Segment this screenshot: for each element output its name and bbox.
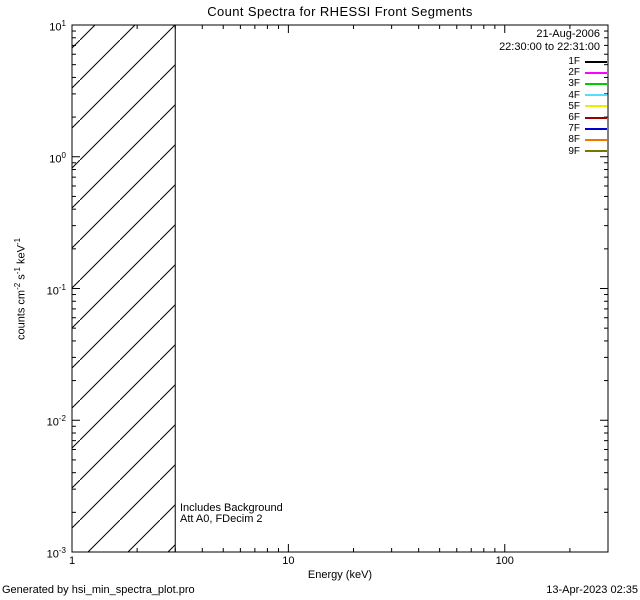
footer-timestamp: 13-Apr-2023 02:35 <box>546 584 638 596</box>
legend-entry-label: 2F <box>568 67 580 79</box>
hatched-region <box>72 25 176 552</box>
x-axis-label: Energy (keV) <box>307 569 373 581</box>
legend-entry-label: 3F <box>568 78 580 90</box>
legend-entry-label: 7F <box>568 123 580 135</box>
legend-entry-label: 9F <box>568 145 580 157</box>
plot-title: Count Spectra for RHESSI Front Segments <box>207 4 473 19</box>
x-tick-label: 1 <box>68 555 76 567</box>
legend-color-line <box>585 94 607 97</box>
legend-color-line <box>585 82 607 85</box>
legend-color-line <box>585 71 607 74</box>
legend-entry-9F: 9F <box>568 146 607 157</box>
legend-entry-5F: 5F <box>568 101 607 112</box>
legend-entry-8F: 8F <box>568 134 607 145</box>
x-tick-label: 100 <box>495 555 514 567</box>
legend-entry-4F: 4F <box>568 90 607 101</box>
y-tick-label: 100 <box>49 150 66 166</box>
legend: 1F 2F 3F 4F 5F 6F 7F 8F 9F <box>568 56 607 157</box>
y-tick-label: 10-1 <box>46 282 66 298</box>
y-tick-label: 10-3 <box>46 546 66 561</box>
legend-entry-label: 5F <box>568 100 580 112</box>
legend-entry-2F: 2F <box>568 67 607 78</box>
legend-color-line <box>585 116 607 119</box>
annotation-attenuator-state: Att A0, FDecim 2 <box>180 513 263 525</box>
legend-entry-3F: 3F <box>568 78 607 89</box>
legend-color-line <box>585 150 607 153</box>
legend-entry-1F: 1F <box>568 56 607 67</box>
legend-date: 21-Aug-2006 <box>536 28 600 40</box>
legend-entry-label: 1F <box>568 56 580 68</box>
legend-entry-label: 6F <box>568 112 580 124</box>
footer-generated-by: Generated by hsi_min_spectra_plot.pro <box>2 584 195 596</box>
legend-entry-6F: 6F <box>568 112 607 123</box>
y-tick-label: 101 <box>49 19 66 34</box>
legend-color-line <box>585 138 607 141</box>
x-tick-label: 10 <box>282 555 295 567</box>
legend-color-line <box>585 127 607 130</box>
legend-entry-label: 4F <box>568 89 580 101</box>
legend-color-line <box>585 60 607 63</box>
legend-entry-label: 8F <box>568 134 580 146</box>
annotation-includes-background: Includes Background <box>180 502 283 514</box>
legend-entry-7F: 7F <box>568 123 607 134</box>
legend-time-range: 22:30:00 to 22:31:00 <box>499 41 600 53</box>
y-tick-label: 10-2 <box>46 414 66 429</box>
legend-color-line <box>585 105 607 108</box>
